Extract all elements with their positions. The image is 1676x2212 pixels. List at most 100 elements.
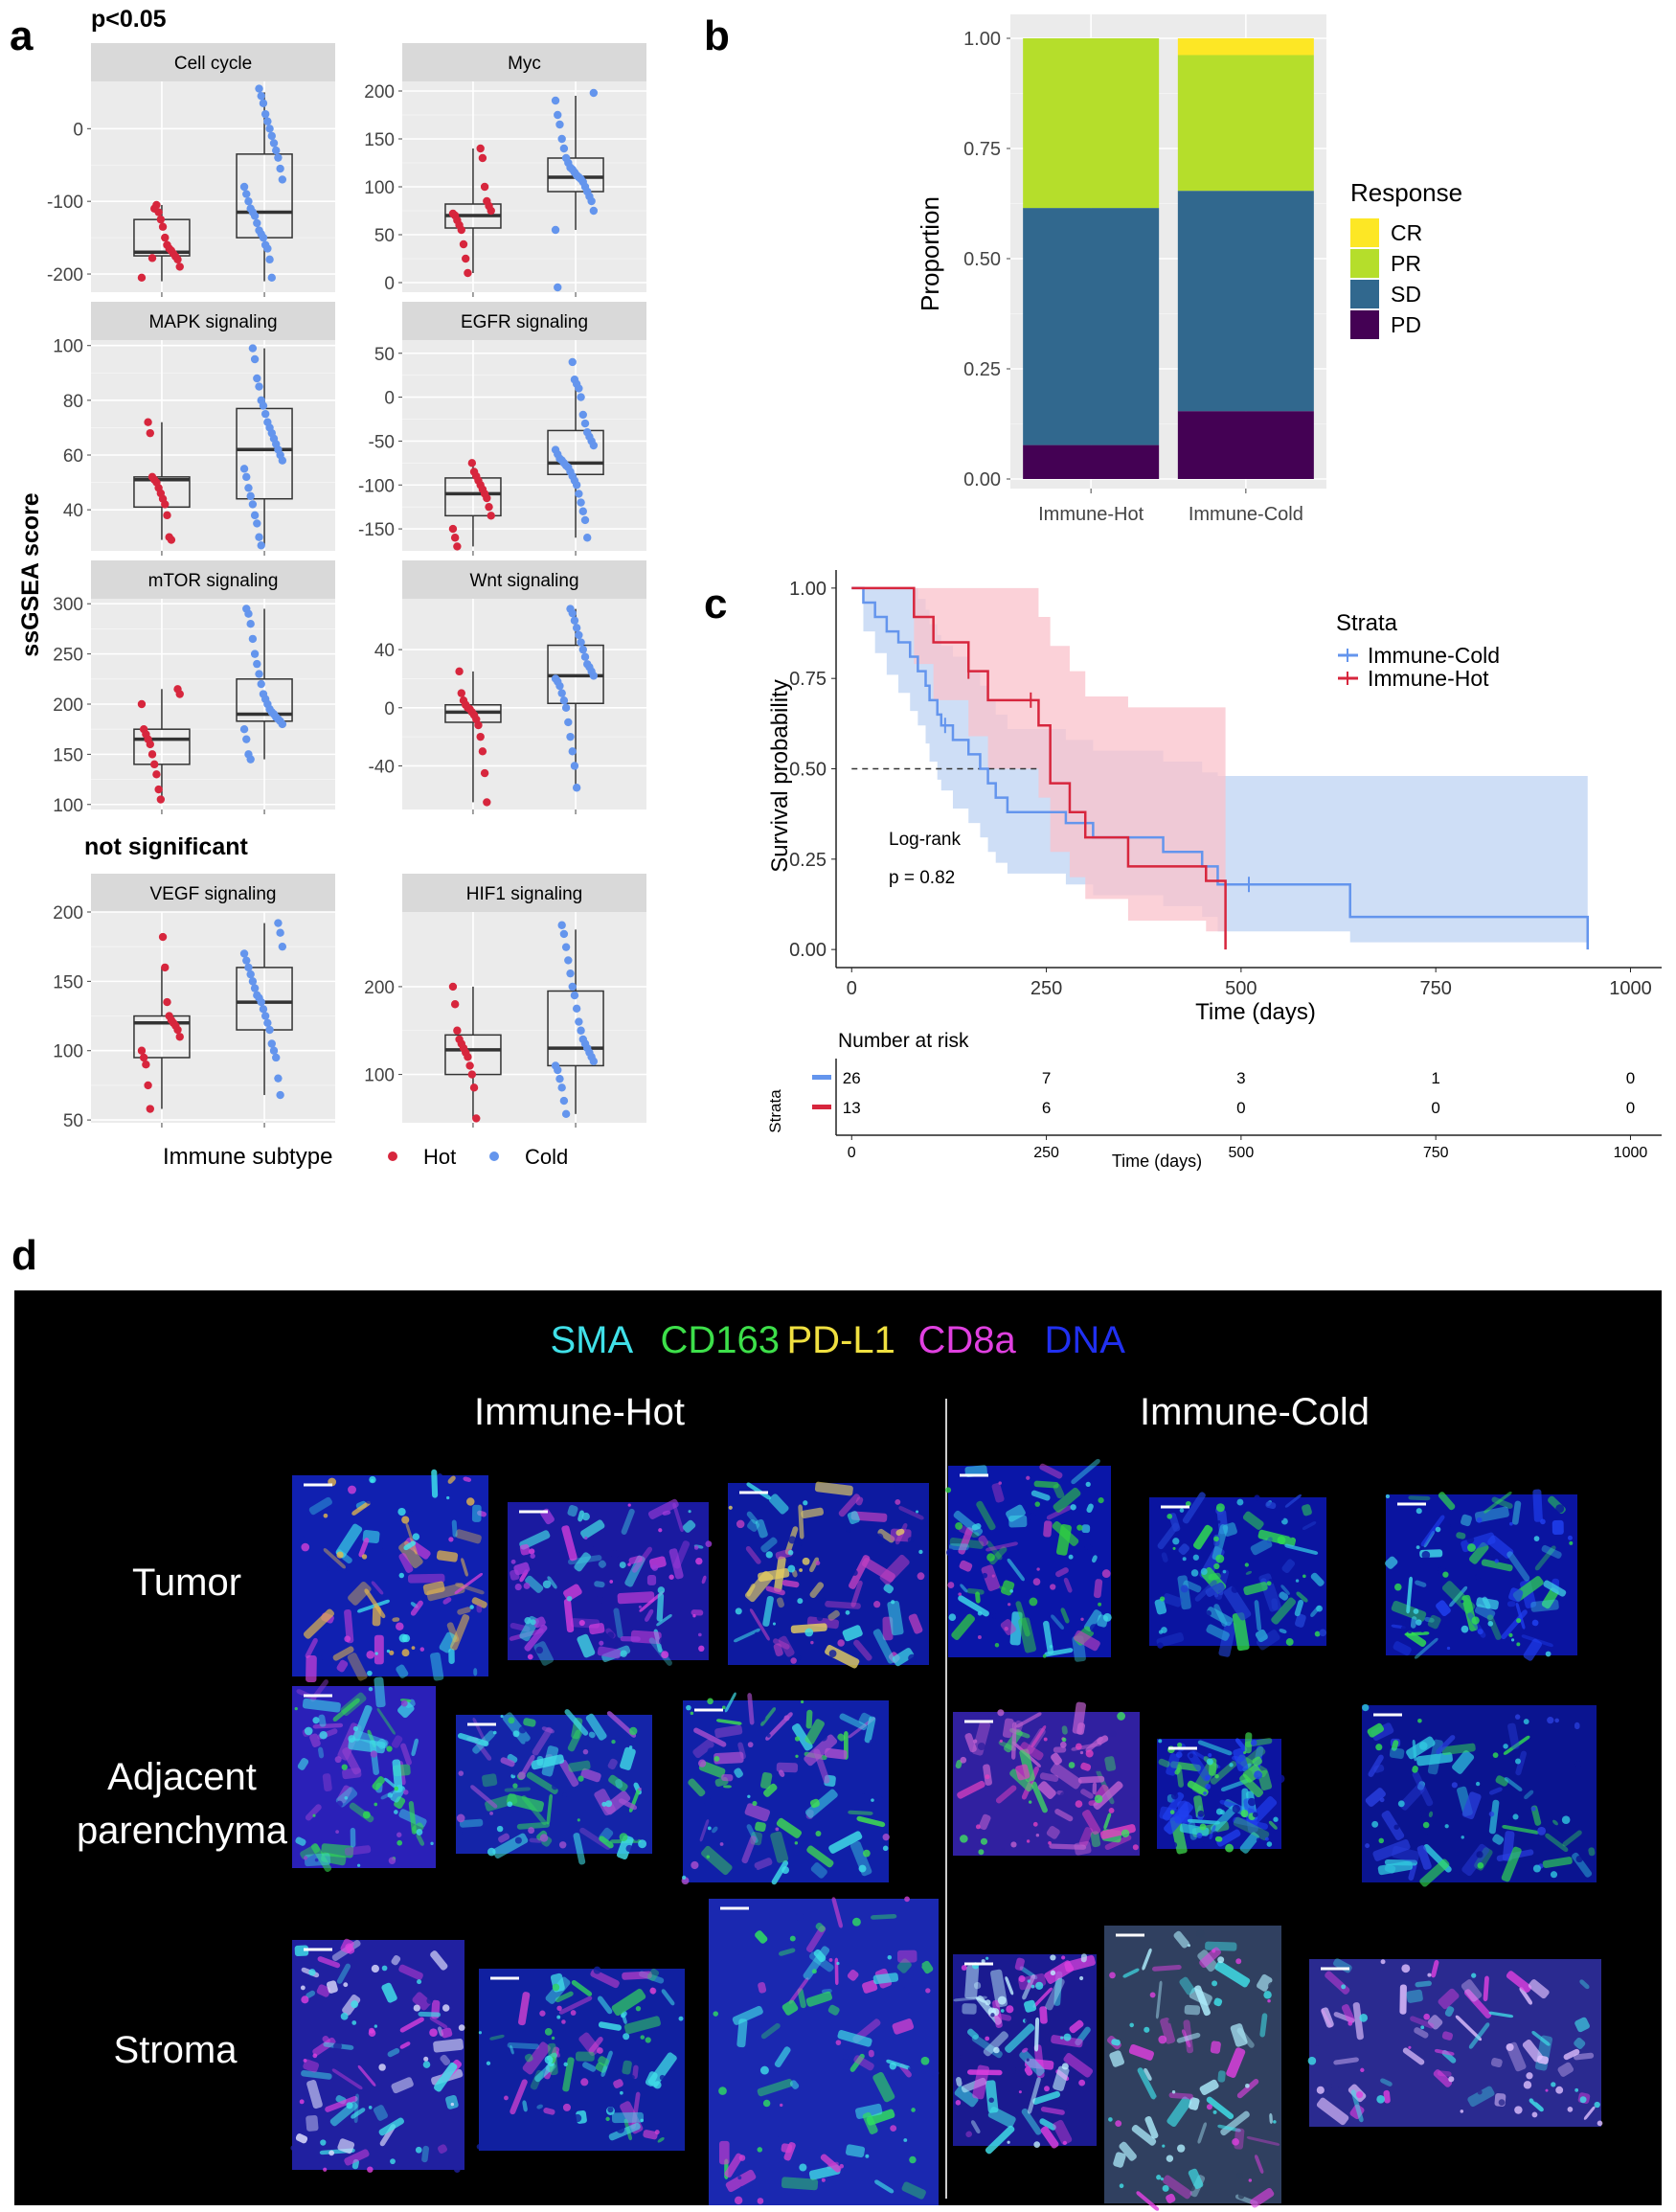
tile-texture xyxy=(1455,2015,1483,2041)
tile-speckle xyxy=(1175,1751,1183,1759)
tile-texture xyxy=(312,1722,344,1729)
km-xlabel: Time (days) xyxy=(1195,999,1316,1025)
tile-speckle xyxy=(387,1792,394,1798)
panel-label-a: a xyxy=(10,12,34,59)
km-y-tick-label: 0.25 xyxy=(789,850,827,871)
tile-texture xyxy=(1027,2077,1041,2114)
tile-speckle xyxy=(908,2066,913,2071)
tile-speckle xyxy=(1426,2051,1431,2056)
tile-texture xyxy=(426,1583,465,1602)
tile-texture xyxy=(862,1979,878,1994)
tile-speckle xyxy=(1185,1500,1191,1507)
km-x-tick-label: 750 xyxy=(1419,978,1451,999)
tile-texture xyxy=(398,1964,423,1980)
tile-texture xyxy=(870,1914,897,1920)
tile-speckle xyxy=(1048,1841,1052,1845)
tile-speckle xyxy=(1461,1625,1469,1633)
risk-row-cold-swatch xyxy=(812,1075,831,1080)
tile-texture xyxy=(336,1963,351,1984)
tile-texture xyxy=(399,2017,424,2033)
tile-texture xyxy=(1055,1567,1069,1578)
box-hot xyxy=(133,932,191,1113)
tile-texture xyxy=(1372,1839,1411,1861)
tile-speckle xyxy=(873,1601,881,1608)
data-point xyxy=(267,131,276,141)
tile-speckle xyxy=(1182,1557,1187,1562)
tile-speckle xyxy=(765,1551,773,1559)
tile-speckle xyxy=(367,1670,373,1676)
tile-texture xyxy=(305,1637,318,1659)
tile-speckle xyxy=(400,1699,408,1707)
row-label-parenchyma: parenchyma xyxy=(77,1810,288,1852)
response-legend-title: Response xyxy=(1350,178,1462,207)
tile-texture xyxy=(1168,2092,1193,2100)
tile-speckle xyxy=(1532,2094,1541,2103)
tile-speckle xyxy=(1044,1745,1048,1748)
tile-texture xyxy=(1279,1629,1287,1634)
tile-speckle xyxy=(752,1800,758,1807)
tile-texture xyxy=(1019,1748,1035,1782)
tile-texture xyxy=(1039,2118,1056,2131)
tile-texture xyxy=(773,1643,783,1656)
tile-speckle xyxy=(358,1777,364,1783)
tile-speckle xyxy=(1167,2018,1173,2024)
tile-texture xyxy=(1178,1543,1189,1555)
tile-texture xyxy=(1013,1720,1024,1733)
tile-texture xyxy=(1438,1988,1460,2010)
tile-texture xyxy=(862,2111,878,2134)
tile-speckle xyxy=(362,1811,371,1819)
tile-speckle xyxy=(794,1736,801,1742)
tile-speckle xyxy=(628,1745,633,1749)
tile-texture xyxy=(321,1852,347,1866)
km-y-tick-label: 0.50 xyxy=(789,760,827,781)
tile-texture xyxy=(294,1945,309,1957)
tile-speckle xyxy=(1000,1847,1006,1853)
tile-texture xyxy=(1024,2066,1033,2076)
tile-texture xyxy=(744,1570,774,1603)
tile-speckle xyxy=(597,2047,603,2054)
data-point xyxy=(263,418,272,426)
data-point xyxy=(239,182,249,192)
tile-speckle xyxy=(527,1653,533,1660)
risk-x-tick-label: 750 xyxy=(1423,1145,1449,1161)
tile-speckle xyxy=(931,2069,940,2078)
tile-texture xyxy=(1166,2193,1176,2203)
tile-texture xyxy=(809,1557,820,1573)
data-point xyxy=(248,634,258,644)
legend-hot-label: Hot xyxy=(423,1145,456,1169)
tile-texture xyxy=(806,1845,834,1868)
tile-texture xyxy=(1122,1968,1140,1978)
tile-speckle xyxy=(1189,2184,1195,2192)
data-point xyxy=(147,254,157,262)
tile-speckle xyxy=(1365,1843,1370,1849)
tile-speckle xyxy=(562,2103,571,2111)
legend-swatch-pd xyxy=(1350,310,1379,339)
micrograph-tile xyxy=(1307,1958,1603,2127)
tile-speckle xyxy=(908,1653,917,1663)
ylabel-ssgsea: ssGSEA score xyxy=(17,492,44,656)
tile-speckle xyxy=(563,2062,568,2066)
stacked-bar-immune-cold xyxy=(1177,38,1314,479)
data-point xyxy=(246,969,255,979)
tile-speckle xyxy=(1550,1871,1558,1879)
tile-texture xyxy=(771,1859,789,1885)
tile-texture xyxy=(724,2153,743,2178)
tile-texture xyxy=(985,2125,1015,2155)
tile-texture xyxy=(1503,1735,1530,1755)
micrograph-tile xyxy=(953,1953,1097,2155)
tile-texture xyxy=(1034,2017,1040,2052)
data-point xyxy=(276,164,284,173)
tile-texture xyxy=(1531,2030,1551,2046)
tile-speckle xyxy=(1397,1616,1406,1626)
tile-speckle xyxy=(759,2065,769,2075)
facet-plot-bg xyxy=(91,81,335,292)
tile-speckle xyxy=(396,1832,402,1837)
column-immune-hot: Immune-Hot xyxy=(474,1391,685,1433)
data-point xyxy=(257,679,265,689)
tile-texture xyxy=(374,1634,384,1665)
tile-speckle xyxy=(1020,1835,1027,1841)
tile-texture xyxy=(546,1793,553,1825)
tile-speckle xyxy=(1545,2088,1549,2092)
tile-speckle xyxy=(796,1655,802,1661)
tile-speckle xyxy=(787,1564,796,1573)
